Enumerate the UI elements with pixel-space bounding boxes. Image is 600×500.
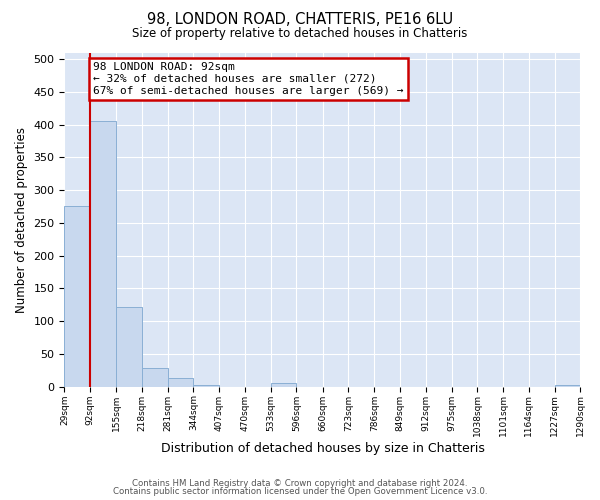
Text: 98, LONDON ROAD, CHATTERIS, PE16 6LU: 98, LONDON ROAD, CHATTERIS, PE16 6LU — [147, 12, 453, 28]
Bar — [90, 122, 116, 386]
Bar — [555, 384, 580, 386]
Text: Size of property relative to detached houses in Chatteris: Size of property relative to detached ho… — [133, 28, 467, 40]
Text: 98 LONDON ROAD: 92sqm
← 32% of detached houses are smaller (272)
67% of semi-det: 98 LONDON ROAD: 92sqm ← 32% of detached … — [94, 62, 404, 96]
Y-axis label: Number of detached properties: Number of detached properties — [15, 126, 28, 312]
Bar — [167, 378, 193, 386]
Bar — [142, 368, 167, 386]
Text: Contains HM Land Registry data © Crown copyright and database right 2024.: Contains HM Land Registry data © Crown c… — [132, 478, 468, 488]
Bar — [64, 206, 90, 386]
Bar — [193, 384, 219, 386]
Bar — [116, 306, 142, 386]
X-axis label: Distribution of detached houses by size in Chatteris: Distribution of detached houses by size … — [161, 442, 484, 455]
Bar — [271, 384, 296, 386]
Text: Contains public sector information licensed under the Open Government Licence v3: Contains public sector information licen… — [113, 488, 487, 496]
